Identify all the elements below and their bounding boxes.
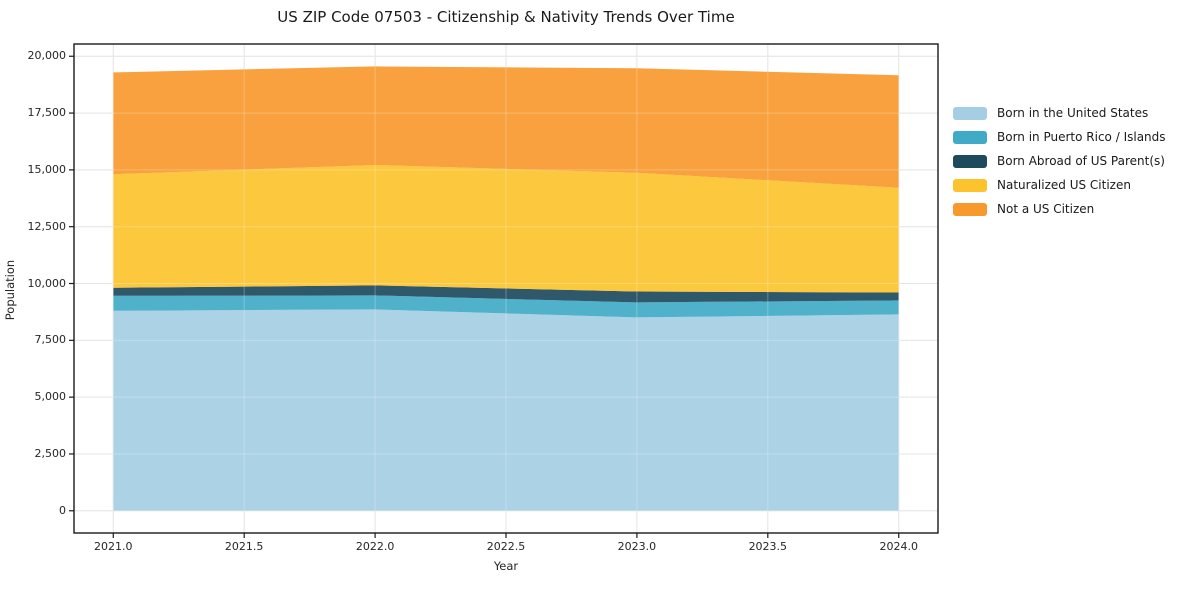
- y-tick-label: 5,000: [34, 390, 67, 404]
- area-series-born-abroad-of-us-parent-s-: [113, 285, 899, 303]
- legend-swatch-icon: [953, 106, 987, 120]
- area-series-not-a-us-citizen: [113, 66, 899, 188]
- x-tick-label: 2024.0: [879, 540, 918, 553]
- y-tick-label: 7,500: [34, 333, 67, 347]
- x-tick-label: 2021.0: [94, 540, 133, 553]
- legend-item: Born Abroad of US Parent(s): [953, 149, 1166, 173]
- legend-item: Born in Puerto Rico / Islands: [953, 125, 1166, 149]
- x-tick-label: 2023.5: [748, 540, 788, 553]
- legend-item: Born in the United States: [953, 101, 1166, 125]
- chart-title: US ZIP Code 07503 - Citizenship & Nativi…: [277, 8, 735, 26]
- x-tick-label: 2021.5: [224, 540, 264, 553]
- y-axis-title: Population: [3, 259, 17, 321]
- legend-swatch-icon: [953, 202, 987, 216]
- legend-swatch-icon: [953, 154, 987, 168]
- legend-swatch-icon: [953, 130, 987, 144]
- area-series-born-in-puerto-rico-islands: [113, 295, 899, 318]
- y-tick-label: 17,500: [27, 106, 67, 120]
- area-series-born-in-the-united-states: [113, 309, 899, 511]
- legend-label: Born in Puerto Rico / Islands: [997, 130, 1166, 144]
- legend: Born in the United States Born in Puerto…: [953, 101, 1166, 221]
- legend-label: Born in the United States: [997, 106, 1149, 120]
- legend-swatch-icon: [953, 178, 987, 192]
- x-tick-label: 2022.0: [355, 540, 395, 553]
- y-tick-label: 15,000: [27, 162, 67, 176]
- legend-item: Naturalized US Citizen: [953, 173, 1166, 197]
- y-tick-label: 12,500: [27, 219, 67, 233]
- y-tick-label: 20,000: [27, 49, 67, 63]
- legend-item: Not a US Citizen: [953, 197, 1166, 221]
- legend-label: Not a US Citizen: [997, 202, 1095, 216]
- x-tick-label: 2023.0: [617, 540, 657, 553]
- gridlines-over: [74, 44, 938, 533]
- x-axis-title: Year: [493, 559, 519, 573]
- area-series-naturalized-us-citizen: [113, 165, 899, 293]
- y-tick-label: 10,000: [27, 276, 67, 290]
- plot-frame: [73, 43, 939, 534]
- y-tick-label: 0: [59, 503, 66, 517]
- x-tick-label: 2022.5: [486, 540, 526, 553]
- y-tick-label: 2,500: [34, 446, 67, 460]
- legend-label: Naturalized US Citizen: [997, 178, 1131, 192]
- axis-tick-marks: [69, 55, 900, 538]
- legend-label: Born Abroad of US Parent(s): [997, 154, 1165, 168]
- area-series-group: [113, 66, 899, 511]
